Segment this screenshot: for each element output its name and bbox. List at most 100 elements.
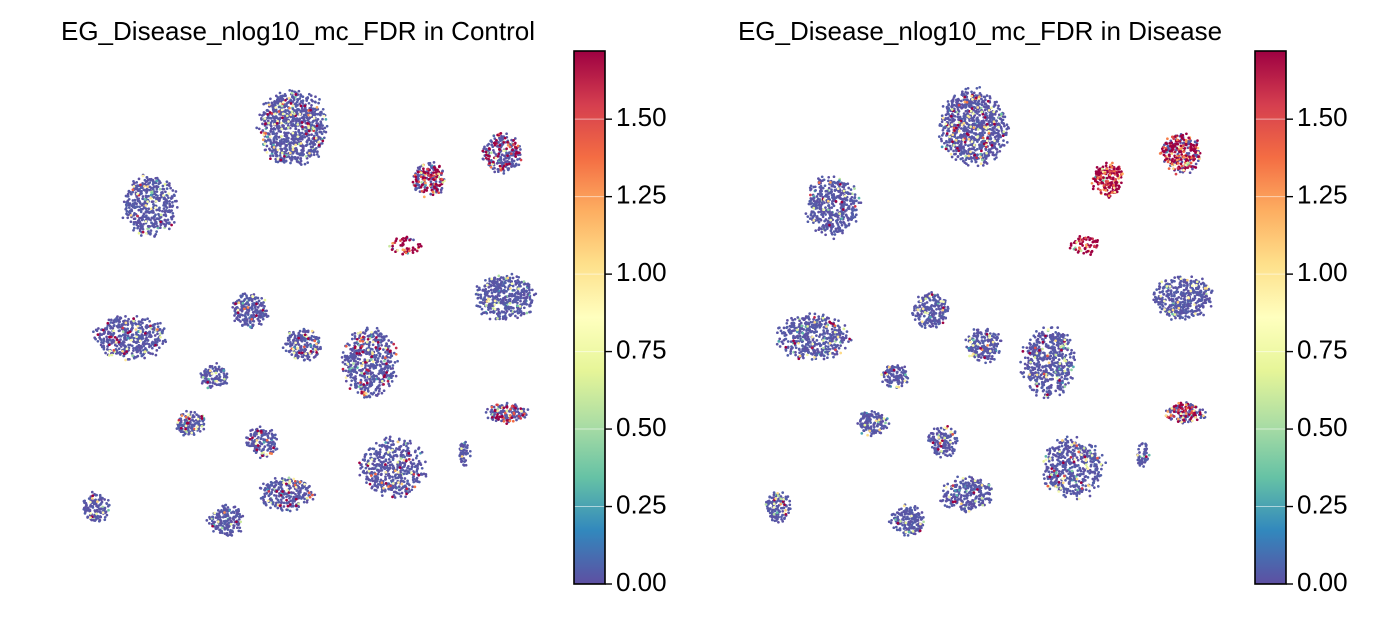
cell-point	[270, 119, 274, 123]
cell-point	[389, 488, 393, 491]
cell-point	[284, 135, 288, 138]
cell-point	[127, 206, 131, 209]
cell-point	[419, 463, 423, 467]
cell-point	[388, 475, 392, 478]
cell-point	[96, 339, 100, 343]
cell-point	[124, 203, 128, 206]
cell-point	[301, 146, 305, 150]
cell-point	[264, 312, 268, 316]
cell-point	[247, 297, 251, 301]
cell-point	[316, 337, 320, 341]
cell-point	[370, 347, 374, 351]
cell-point	[202, 427, 206, 431]
cell-point	[159, 213, 163, 217]
cell-point	[269, 441, 273, 445]
cell-point	[275, 154, 279, 158]
cell-point	[380, 462, 384, 466]
cell-point	[495, 295, 499, 299]
cell-point	[163, 182, 167, 186]
cell-point	[496, 313, 500, 317]
cell-point	[132, 185, 136, 188]
cell-point	[376, 483, 380, 486]
cell-point	[284, 147, 288, 151]
cell-point	[441, 180, 445, 184]
cell-point	[121, 326, 125, 330]
cell-point	[303, 497, 306, 501]
cell-point	[509, 306, 513, 310]
cell-point	[135, 341, 138, 345]
cell-point	[477, 286, 481, 290]
cell-point	[143, 184, 146, 188]
cell-point	[132, 222, 136, 226]
cell-point	[151, 352, 154, 356]
cell-point	[132, 226, 136, 230]
cell-point	[400, 450, 404, 453]
cell-point	[378, 387, 381, 391]
cell-point	[160, 330, 164, 334]
cell-point	[301, 125, 304, 129]
cell-point	[400, 487, 403, 490]
cell-point	[285, 508, 289, 512]
cell-point	[412, 238, 415, 242]
cell-point	[485, 283, 489, 287]
cell-point	[312, 116, 316, 120]
cell-point	[298, 329, 302, 333]
cell-point	[157, 208, 160, 212]
cell-point	[309, 106, 313, 110]
cell-point	[300, 144, 304, 148]
cell-point	[415, 476, 419, 480]
cell-point	[302, 113, 306, 117]
cell-point	[486, 297, 490, 301]
cell-point	[288, 496, 291, 500]
cell-point	[131, 190, 134, 194]
cell-point	[287, 337, 291, 341]
cell-point	[146, 317, 149, 321]
cell-point	[92, 501, 96, 504]
cell-point	[155, 349, 159, 352]
cell-point	[461, 443, 464, 447]
cell-point	[154, 343, 157, 347]
cell-point	[294, 105, 298, 108]
cell-point	[260, 302, 263, 306]
cell-point	[381, 362, 384, 366]
cell-point	[117, 340, 121, 344]
cell-point	[506, 159, 509, 163]
cell-point	[161, 342, 165, 345]
cell-point	[373, 457, 377, 461]
cell-point	[190, 424, 194, 428]
cell-point	[503, 154, 507, 158]
cell-point	[505, 301, 508, 305]
cell-point	[267, 139, 271, 142]
cell-point	[285, 114, 289, 118]
cell-point	[305, 500, 309, 504]
cell-point	[439, 183, 442, 187]
cell-point	[371, 371, 374, 375]
cell-point	[157, 182, 161, 186]
cell-point	[310, 133, 313, 136]
cell-point	[514, 155, 518, 158]
cell-point	[506, 154, 509, 158]
cell-point	[175, 206, 179, 209]
cell-point	[291, 124, 294, 128]
cell-point	[373, 467, 377, 470]
cell-point	[412, 480, 416, 484]
cell-point	[383, 438, 387, 441]
cell-point	[400, 491, 404, 495]
cell-point	[269, 157, 272, 161]
cell-point	[155, 179, 159, 183]
cell-point	[502, 149, 505, 153]
cell-point	[280, 121, 283, 125]
cell-point	[291, 107, 295, 111]
cell-point	[437, 172, 440, 176]
cell-point	[381, 355, 385, 358]
cell-point	[417, 480, 421, 484]
cell-point	[290, 110, 294, 114]
cell-point	[148, 330, 152, 334]
cell-point	[269, 127, 273, 131]
cell-point	[504, 295, 507, 299]
cell-point	[348, 343, 351, 347]
cell-point	[386, 445, 390, 449]
cell-point	[366, 387, 370, 390]
cell-point	[275, 121, 279, 125]
